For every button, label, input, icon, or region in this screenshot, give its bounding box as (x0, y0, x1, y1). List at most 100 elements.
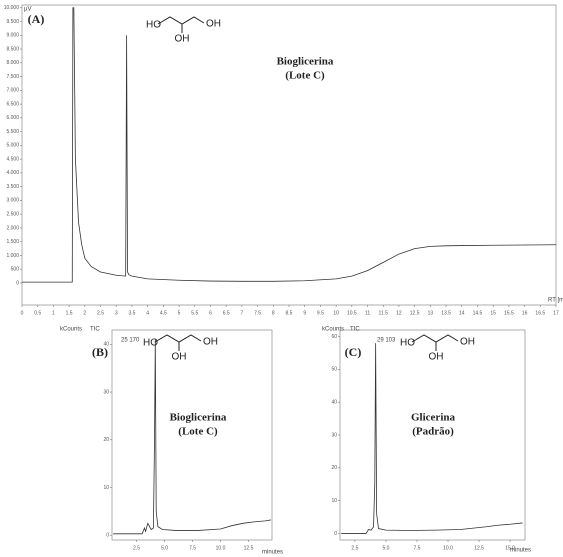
y-tick-label: 0 (106, 533, 109, 539)
molecule-label: OH (203, 337, 218, 348)
molecule-label: HO (146, 20, 161, 31)
x-tick-label: 15 (490, 310, 496, 316)
x-tick-label: 1.5 (66, 310, 73, 316)
plot-frame (21, 4, 557, 306)
peak-label: 25 170 (121, 338, 140, 344)
x-tick-label: 17 (553, 310, 559, 316)
x-tick-label: 6.5 (223, 310, 230, 316)
x-tick-label: 10 (333, 310, 339, 316)
x-tick-label: 5.5 (191, 310, 198, 316)
y-tick-label: 9.500 (6, 19, 19, 25)
y-tick-label: 10 (103, 485, 109, 491)
x-tick-label: 3.5 (128, 310, 135, 316)
x-tick-label: 7 (240, 310, 243, 316)
x-tick-label: 7.5 (189, 545, 196, 551)
molecule-label: OH (460, 337, 475, 348)
chart-subtitle: (Lote C) (178, 426, 218, 438)
chart-title: Bioglicerina (277, 56, 334, 68)
trace (113, 339, 271, 535)
x-tick-label: 14.5 (473, 310, 483, 316)
trace (341, 343, 523, 534)
x-tick-label: 10.5 (347, 310, 357, 316)
y-tick-label: 5.500 (6, 129, 19, 135)
x-tick-label: 10.0 (443, 545, 453, 551)
molecule-label: OH (172, 352, 187, 363)
chart-panel: 0 500 1.000 1.500 2.000 2.500 3.000 3.500 4.000 4… (4, 4, 563, 316)
molecule-bonds (411, 334, 459, 351)
x-axis-label: minutes (510, 548, 531, 554)
chart-title: Glicerina (411, 412, 455, 424)
x-tick-label: 0 (21, 310, 24, 316)
y-tick-label: 4.000 (6, 170, 19, 176)
chart-subtitle: (Lote C) (285, 70, 325, 82)
x-tick-label: 12.5 (410, 310, 420, 316)
x-tick-label: 8 (272, 310, 275, 316)
y-tick-label: 7.000 (6, 88, 19, 94)
y-tick-label: 60 (331, 334, 337, 340)
x-tick-label: 5.0 (161, 545, 168, 551)
trace-label: TIC (350, 327, 360, 333)
x-tick-label: 7.5 (254, 310, 261, 316)
y-tick-label: 20 (103, 437, 109, 443)
y-tick-label: 40 (331, 400, 337, 406)
molecule-bonds (154, 334, 202, 351)
trace-label: TIC (90, 327, 100, 333)
y-axis-label: kCounts (322, 327, 344, 333)
trace (22, 7, 556, 283)
x-tick-label: 8.5 (286, 310, 293, 316)
chart-title: Bioglicerina (170, 412, 227, 424)
y-tick-label: 9.000 (6, 33, 19, 39)
y-tick-label: 2.500 (6, 212, 19, 218)
plot-frame (111, 329, 273, 541)
y-tick-label: 6.500 (6, 101, 19, 107)
y-tick-label: 1.000 (6, 253, 19, 259)
x-tick-label: 9 (303, 310, 306, 316)
x-tick-label: 12.5 (244, 545, 254, 551)
molecule: HO OH OH (143, 334, 218, 363)
molecule-label: OH (429, 352, 444, 363)
x-tick-label: 14 (459, 310, 465, 316)
x-tick-label: 16 (522, 310, 528, 316)
x-tick-label: 2.5 (351, 545, 358, 551)
molecule: HO OH OH (146, 16, 221, 45)
y-tick-label: 20 (331, 465, 337, 471)
x-tick-label: 0.5 (34, 310, 41, 316)
y-axis-label: µV (24, 7, 31, 13)
x-tick-label: 13.5 (441, 310, 451, 316)
y-tick-label: 0 (16, 280, 19, 286)
x-tick-label: 11 (365, 310, 370, 316)
x-tick-label: 3 (115, 310, 118, 316)
chart-panel: 0 10 20 30 40 2.5 5.0 7.5 10.0 12.5 kCounts minutes… (60, 327, 283, 556)
x-tick-label: 10.0 (216, 545, 226, 551)
x-tick-label: 4 (146, 310, 149, 316)
y-tick-label: 50 (331, 367, 337, 373)
panel-label: (A) (28, 12, 45, 26)
y-tick-label: 7.500 (6, 74, 19, 80)
molecule-label: HO (143, 338, 158, 349)
y-tick-label: 40 (103, 342, 109, 348)
y-tick-label: 0 (334, 531, 337, 537)
x-tick-label: 15.5 (504, 310, 514, 316)
y-tick-label: 3.000 (6, 198, 19, 204)
x-tick-label: 13 (428, 310, 434, 316)
x-axis-label: minutes (262, 550, 283, 556)
y-tick-label: 2.000 (6, 225, 19, 231)
y-tick-label: 6.000 (6, 115, 19, 121)
y-tick-label: 5.000 (6, 143, 19, 149)
x-tick-label: 5.0 (382, 545, 389, 551)
x-tick-label: 2.5 (133, 545, 140, 551)
y-tick-label: 10.000 (4, 5, 20, 11)
y-tick-label: 1.500 (6, 239, 19, 245)
panel-label: (C) (345, 345, 362, 359)
x-axis-label: RT [min] (548, 298, 563, 304)
x-tick-label: 6 (209, 310, 212, 316)
x-tick-label: 4.5 (160, 310, 167, 316)
x-tick-label: 5 (178, 310, 181, 316)
x-tick-label: 12.5 (474, 545, 484, 551)
y-tick-label: 30 (331, 432, 337, 438)
x-tick-label: 2.5 (97, 310, 104, 316)
molecule: HO OH OH (400, 334, 475, 363)
y-tick-label: 8.000 (6, 60, 19, 66)
y-tick-label: 30 (103, 389, 109, 395)
peak-label: 29 103 (377, 338, 396, 344)
